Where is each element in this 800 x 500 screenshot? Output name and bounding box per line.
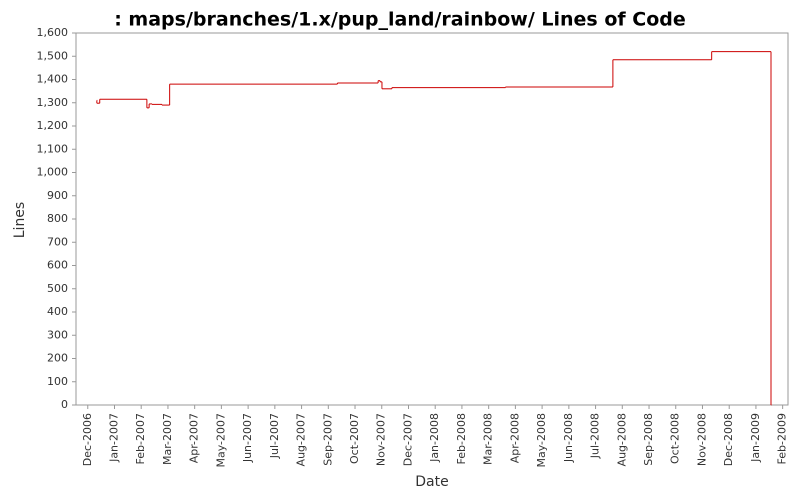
x-tick-label: Aug-2007: [295, 413, 308, 466]
x-tick-label: Apr-2008: [508, 413, 521, 463]
y-tick-label: 100: [47, 375, 68, 388]
y-tick-label: 1,100: [37, 142, 69, 155]
x-tick-label: Apr-2007: [188, 413, 201, 463]
x-tick-label: Nov-2007: [375, 413, 388, 466]
x-tick-label: Sep-2007: [321, 413, 334, 466]
y-tick-label: 900: [47, 189, 68, 202]
y-tick-label: 800: [47, 212, 68, 225]
x-tick-label: Jan-2009: [749, 413, 762, 463]
y-tick-label: 400: [47, 305, 68, 318]
y-tick-label: 1,600: [37, 26, 69, 39]
x-axis-title: Date: [415, 474, 448, 490]
x-tick-label: Feb-2008: [455, 413, 468, 464]
x-tick-label: Feb-2009: [776, 413, 789, 464]
x-tick-label: Jul-2008: [589, 413, 602, 459]
y-tick-label: 300: [47, 328, 68, 341]
plot-area: [75, 32, 789, 406]
y-tick-label: 1,300: [37, 96, 69, 109]
x-tick-label: May-2008: [535, 413, 548, 468]
x-tick-label: Dec-2006: [81, 413, 94, 466]
x-tick-label: Nov-2008: [695, 413, 708, 466]
y-axis-title: Lines: [12, 202, 28, 238]
y-tick-label: 1,000: [37, 166, 69, 179]
x-tick-label: Dec-2008: [722, 413, 735, 466]
x-tick-label: Oct-2008: [669, 413, 682, 464]
y-tick-label: 1,500: [37, 49, 69, 62]
y-tick-label: 600: [47, 259, 68, 272]
y-tick-label: 0: [61, 398, 68, 411]
y-tick-label: 200: [47, 352, 68, 365]
x-tick-label: Feb-2007: [134, 413, 147, 464]
y-tick-label: 1,400: [37, 73, 69, 86]
x-tick-label: Jan-2007: [107, 413, 120, 463]
y-tick-label: 700: [47, 235, 68, 248]
x-tick-label: Jul-2007: [268, 413, 281, 459]
x-tick-label: Aug-2008: [615, 413, 628, 466]
x-tick-label: Mar-2007: [161, 413, 174, 465]
chart-title: : maps/branches/1.x/pup_land/rainbow/ Li…: [114, 9, 686, 31]
x-tick-label: May-2007: [214, 413, 227, 468]
x-tick-label: Sep-2008: [642, 413, 655, 466]
x-tick-label: Jan-2008: [428, 413, 441, 463]
x-tick-label: Dec-2007: [401, 413, 414, 466]
x-tick-label: Jun-2008: [562, 413, 575, 463]
x-tick-label: Mar-2008: [482, 413, 495, 465]
y-tick-label: 500: [47, 282, 68, 295]
x-tick-label: Jun-2007: [241, 413, 254, 463]
y-tick-label: 1,200: [37, 119, 69, 132]
x-tick-label: Oct-2007: [348, 413, 361, 464]
